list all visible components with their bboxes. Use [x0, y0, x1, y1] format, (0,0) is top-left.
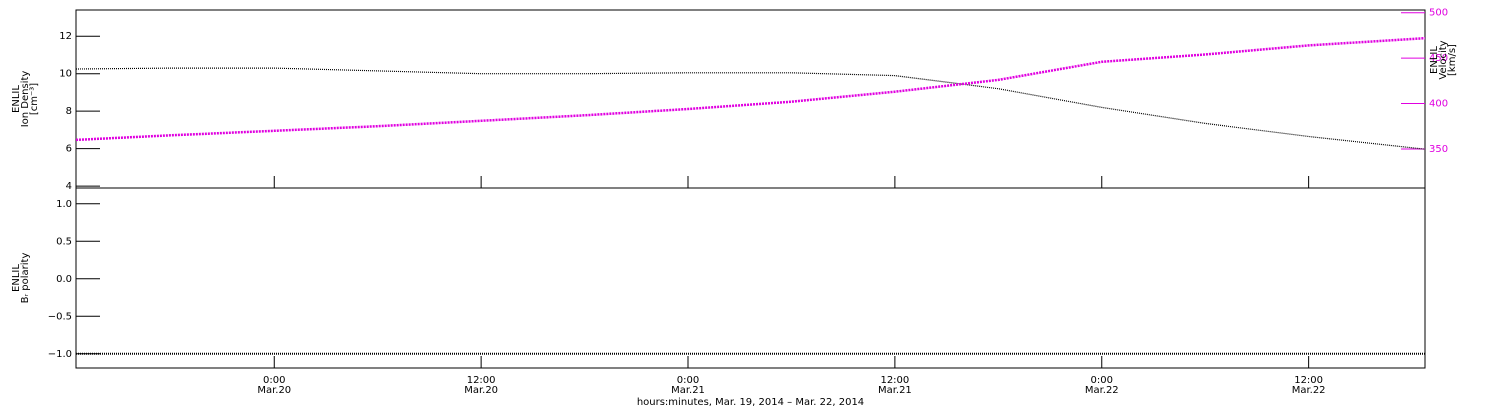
- y2-tick-label: 500: [1429, 8, 1448, 19]
- y-tick-label: −1.0: [48, 349, 72, 360]
- y-axis-title: ENLIL: [11, 85, 22, 113]
- y2-axis-title: [km/s]: [1447, 44, 1458, 76]
- panel-frame: [75, 9, 1426, 189]
- y-axis-title: Ion Density: [20, 71, 31, 128]
- x-tick-date: Mar.21: [878, 385, 912, 396]
- y2-tick-label: 450: [1429, 53, 1448, 64]
- y-tick-label: 12: [59, 31, 72, 42]
- x-tick-date: Mar.20: [464, 385, 498, 396]
- y2-axis-title: ENLIL: [1429, 46, 1440, 74]
- x-tick-date: Mar.21: [671, 385, 705, 396]
- x-tick-label: 12:00: [1294, 375, 1323, 386]
- y-axis-title: ENLIL: [11, 264, 22, 292]
- y-tick-label: 1.0: [56, 199, 72, 210]
- x-tick-date: Mar.22: [1085, 385, 1119, 396]
- y-tick-label: 0.0: [56, 274, 72, 285]
- series-line: [75, 36, 1426, 142]
- panel-frame: [75, 187, 1426, 369]
- x-tick-label: 0:00: [677, 375, 699, 386]
- y-tick-label: 4: [66, 181, 72, 192]
- y-tick-label: 8: [66, 106, 72, 117]
- x-axis-title: hours:minutes, Mar. 19, 2014 – Mar. 22, …: [637, 397, 864, 408]
- x-tick-label: 12:00: [467, 375, 496, 386]
- x-tick-label: 0:00: [263, 375, 285, 386]
- y-axis-title: [cm⁻³]: [29, 83, 40, 115]
- y-tick-label: 10: [59, 69, 72, 80]
- y-axis-title: Bᵣ polarity: [20, 253, 31, 304]
- y2-axis-title: Velocity: [1438, 40, 1449, 79]
- y-tick-label: 0.5: [56, 236, 72, 247]
- x-tick-date: Mar.22: [1292, 385, 1326, 396]
- y-tick-label: 6: [66, 144, 72, 155]
- y2-tick-label: 400: [1429, 99, 1448, 110]
- x-tick-label: 12:00: [880, 375, 909, 386]
- x-tick-date: Mar.20: [257, 385, 291, 396]
- series-line: [75, 67, 1426, 150]
- y2-tick-label: 350: [1429, 144, 1448, 155]
- x-tick-label: 0:00: [1091, 375, 1113, 386]
- y-tick-label: −0.5: [48, 311, 72, 322]
